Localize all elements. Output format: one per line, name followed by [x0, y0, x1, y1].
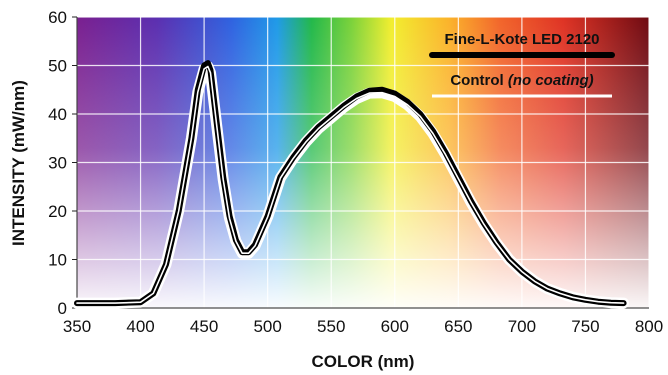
legend-label-fine-l-kote: Fine-L-Kote LED 2120	[444, 31, 599, 48]
y-tick-label: 60	[48, 8, 67, 27]
y-tick-label: 10	[48, 251, 67, 270]
legend-label-control: Control (no coating)	[450, 72, 593, 89]
x-tick-label: 500	[253, 317, 281, 336]
x-tick-label: 650	[444, 317, 472, 336]
y-tick-label: 50	[48, 57, 67, 76]
x-tick-label: 350	[63, 317, 91, 336]
axes: 350 400 450 500 550 600 650 700 750 800 0 10 20 30 40 5…	[48, 8, 663, 336]
x-tick-label: 750	[571, 317, 599, 336]
series-line-control	[76, 65, 625, 304]
series-layer	[71, 60, 630, 309]
x-tick-label: 700	[508, 317, 536, 336]
legend-label-control-italic: (no coating)	[508, 72, 594, 89]
y-tick-label: 30	[48, 154, 67, 173]
y-tick-label: 40	[48, 105, 67, 124]
y-axis-title: INTENSITY (mW/nm)	[9, 80, 28, 246]
legend: Fine-L-Kote LED 2120 Control (no coating…	[429, 31, 615, 98]
x-tick-label: 600	[381, 317, 409, 336]
y-tick-label: 0	[58, 299, 67, 318]
y-tick-label: 20	[48, 202, 67, 221]
x-tick-label: 800	[635, 317, 663, 336]
x-tick-label: 400	[126, 317, 154, 336]
legend-label-control-main: Control	[450, 72, 508, 89]
x-tick-label: 550	[317, 317, 345, 336]
x-tick-label: 450	[190, 317, 218, 336]
x-axis-title: COLOR (nm)	[312, 352, 415, 371]
